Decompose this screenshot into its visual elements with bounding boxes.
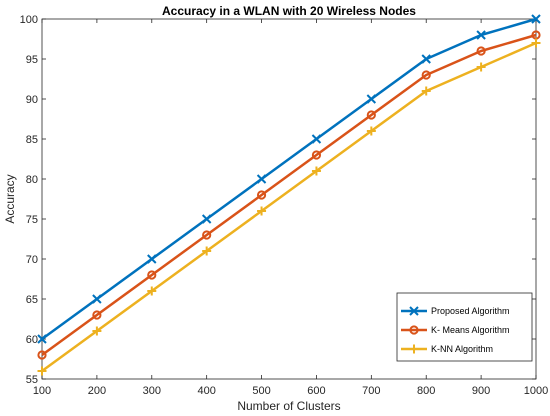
data-point (311, 166, 321, 176)
data-point (366, 126, 376, 136)
data-point (37, 366, 47, 376)
y-axis-label: Accuracy (3, 174, 17, 223)
x-tick-label: 300 (143, 385, 161, 397)
y-tick-label: 55 (26, 374, 38, 386)
series-line (41, 41, 537, 373)
chart-title: Accuracy in a WLAN with 20 Wireless Node… (162, 4, 416, 18)
axis-ticks: 100 200 300 400 500 600 700 800 900 1000 55 60 65 70 7… (20, 14, 549, 397)
data-point (37, 350, 47, 360)
x-tick-label: 700 (362, 385, 380, 397)
data-point (92, 310, 102, 320)
y-tick-label: 95 (26, 54, 38, 66)
legend-label: Proposed Algorithm (431, 306, 510, 316)
data-point (257, 206, 267, 216)
data-point (476, 30, 486, 40)
legend-marker (409, 344, 419, 354)
y-tick-label: 60 (26, 334, 38, 346)
data-point (202, 246, 212, 256)
legend-marker (409, 306, 419, 316)
data-point (92, 294, 102, 304)
series-line (41, 33, 537, 357)
data-point (421, 70, 431, 80)
legend-marker (409, 325, 419, 335)
data-point (476, 62, 486, 72)
y-tick-label: 65 (26, 294, 38, 306)
data-point (531, 14, 541, 24)
series-3 (37, 38, 541, 376)
series-1 (37, 14, 541, 344)
series-layer (37, 14, 541, 376)
data-point (37, 334, 47, 344)
legend-label: K-NN Algorithm (431, 344, 493, 354)
x-tick-label: 1000 (524, 385, 548, 397)
y-tick-label: 100 (20, 14, 38, 26)
x-tick-label: 500 (252, 385, 270, 397)
x-tick-label: 200 (88, 385, 106, 397)
data-point (201, 214, 212, 224)
data-point (311, 134, 322, 144)
data-point (202, 230, 212, 240)
x-tick-label: 100 (33, 385, 51, 397)
x-tick-label: 800 (417, 385, 435, 397)
legend: Proposed Algorithm K- Means Algorithm K-NN… (396, 292, 533, 362)
data-point (421, 54, 431, 64)
data-point (147, 270, 157, 280)
series-2 (37, 30, 541, 360)
data-point (366, 94, 377, 104)
y-tick-label: 85 (26, 134, 38, 146)
data-point (531, 38, 541, 48)
x-tick-label: 900 (472, 385, 490, 397)
x-axis-label: Number of Clusters (237, 399, 340, 413)
data-point (366, 110, 376, 120)
data-point (92, 326, 102, 336)
x-tick-label: 400 (197, 385, 215, 397)
legend-label: K- Means Algorithm (431, 325, 510, 335)
series-line (41, 17, 537, 341)
data-point (421, 86, 431, 96)
y-tick-label: 90 (26, 94, 38, 106)
data-point (311, 150, 322, 160)
data-point (476, 46, 486, 56)
x-tick-label: 600 (307, 385, 325, 397)
data-point (147, 254, 157, 264)
y-tick-label: 75 (26, 214, 38, 226)
data-point (256, 190, 267, 200)
y-tick-label: 80 (26, 174, 38, 186)
y-tick-label: 70 (26, 254, 38, 266)
data-point (256, 174, 267, 184)
data-point (147, 286, 157, 296)
